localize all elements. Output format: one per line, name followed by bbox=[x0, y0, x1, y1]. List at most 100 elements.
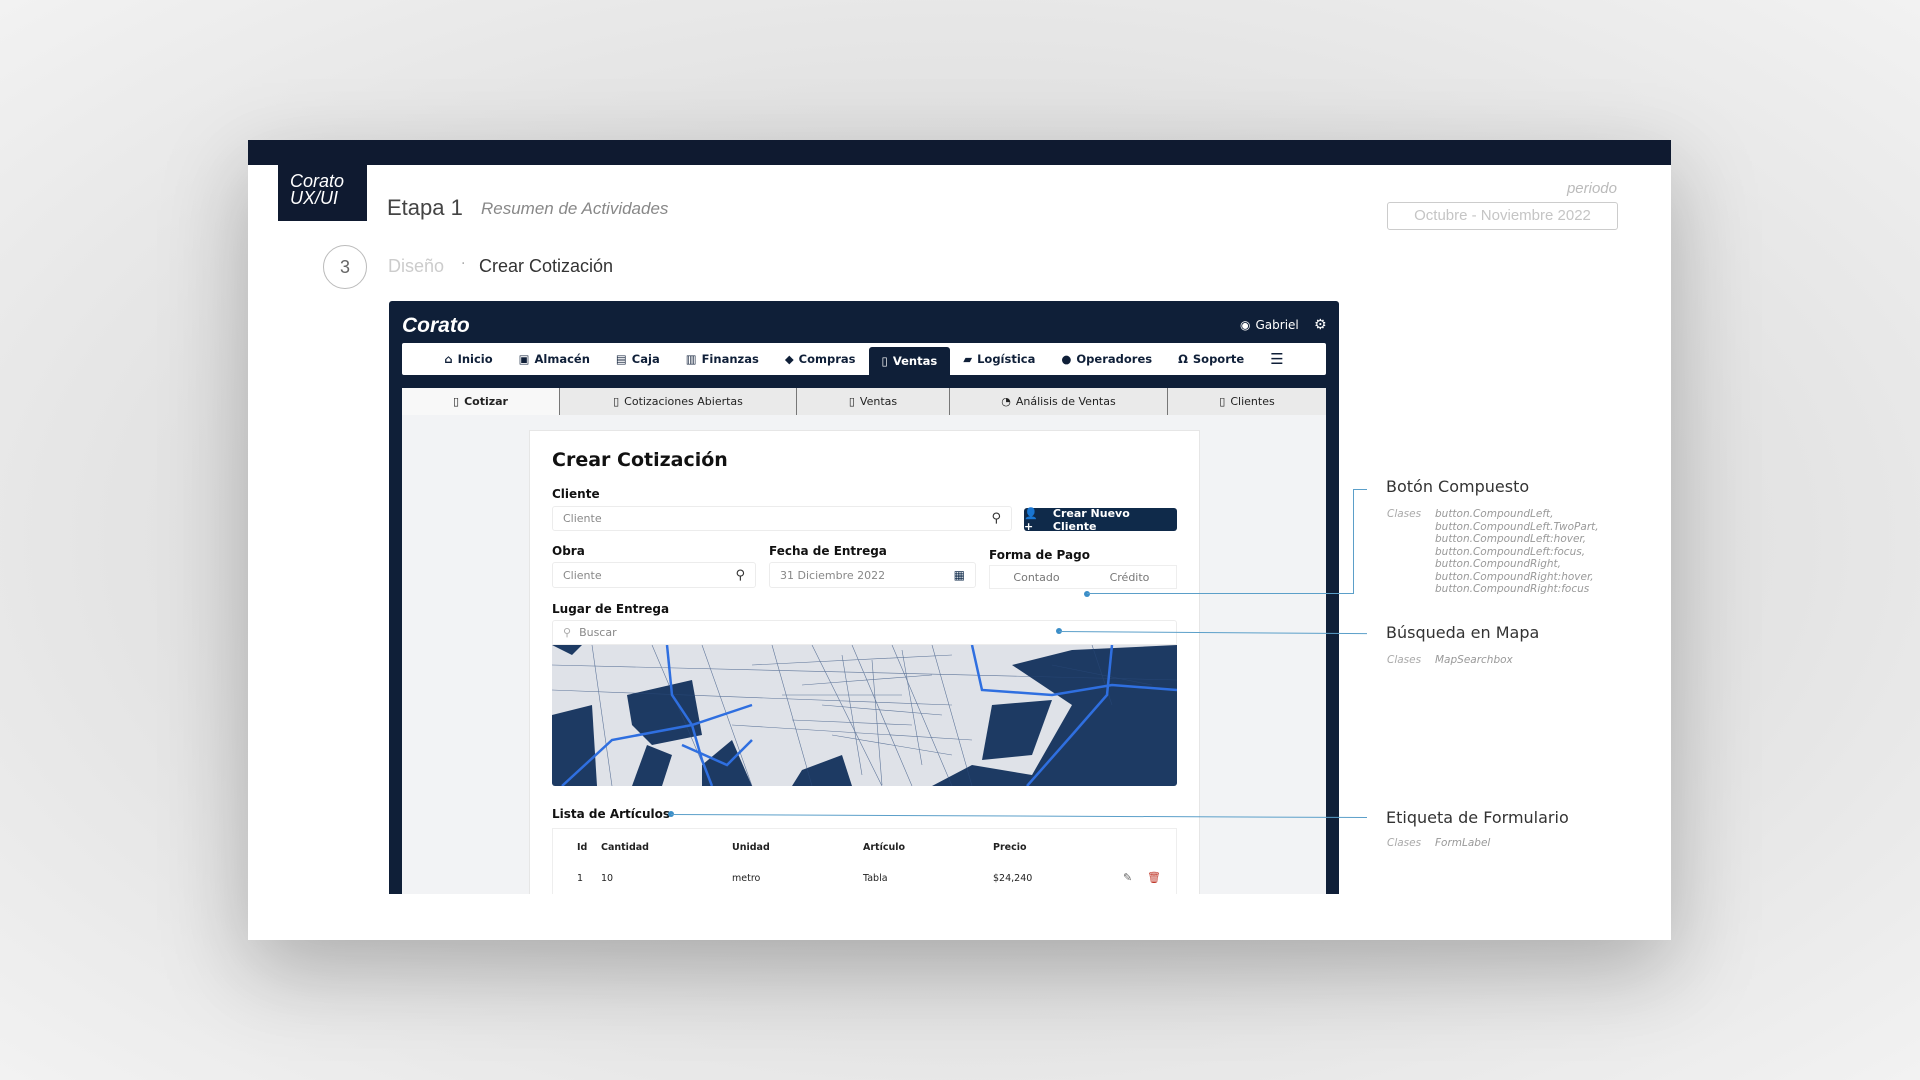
annotation-classes-label: Clases bbox=[1387, 654, 1422, 666]
fecha-input[interactable]: 31 Diciembre 2022 ▦ bbox=[769, 562, 976, 588]
obra-placeholder: Cliente bbox=[563, 568, 602, 582]
option-contado[interactable]: Contado bbox=[1013, 570, 1060, 584]
subtab-label: Cotizar bbox=[464, 395, 508, 408]
lugar-label: Lugar de Entrega bbox=[552, 602, 670, 616]
cell-precio: $24,240 bbox=[993, 873, 1033, 884]
map-search-input[interactable]: ⚲ Buscar bbox=[552, 620, 1177, 645]
nav-label: Ventas bbox=[892, 354, 938, 368]
class-name: button.CompoundRight:focus bbox=[1435, 583, 1590, 595]
nav-operadores[interactable]: ● Operadores bbox=[1048, 343, 1165, 375]
annotation-title-compound: Botón Compuesto bbox=[1386, 477, 1530, 496]
subtab-label: Cotizaciones Abiertas bbox=[624, 395, 743, 408]
home-icon: ⌂ bbox=[444, 352, 453, 366]
gear-icon[interactable]: ⚙ bbox=[1314, 317, 1327, 333]
fecha-label: Fecha de Entrega bbox=[769, 544, 887, 558]
annotation-classes-label: Clases bbox=[1387, 508, 1422, 520]
class-name: button.CompoundRight, bbox=[1435, 558, 1562, 570]
annotation-line bbox=[1353, 489, 1367, 490]
nav-compras[interactable]: ◆ Compras bbox=[772, 343, 869, 375]
nav-inicio[interactable]: ⌂ Inicio bbox=[431, 343, 505, 375]
nav-soporte[interactable]: Ω Soporte bbox=[1165, 343, 1257, 375]
subtab-analisis-ventas[interactable]: ◔ Análisis de Ventas bbox=[950, 388, 1168, 415]
header-id: Id bbox=[577, 842, 588, 853]
cell-unidad: metro bbox=[732, 873, 761, 884]
cliente-label: Cliente bbox=[552, 487, 600, 501]
sub-nav: ▯ Cotizar ▯ Cotizaciones Abiertas ▯ Ventas … bbox=[402, 388, 1326, 415]
fecha-value: 31 Diciembre 2022 bbox=[780, 568, 886, 582]
truck-icon: ▰ bbox=[963, 352, 973, 366]
cash-register-icon: ▤ bbox=[615, 352, 627, 366]
subtab-label: Clientes bbox=[1230, 395, 1275, 408]
subtab-label: Ventas bbox=[859, 395, 898, 408]
header-unidad: Unidad bbox=[732, 842, 770, 853]
app-brand-logo[interactable]: Corato bbox=[402, 314, 470, 337]
user-menu[interactable]: ◉ Gabriel bbox=[1240, 318, 1299, 332]
class-name: button.CompoundLeft.TwoPart, bbox=[1435, 520, 1599, 533]
subtab-clientes[interactable]: ▯ Clientes bbox=[1168, 388, 1326, 415]
articles-table: Id Cantidad Unidad Artículo Precio 1 10 … bbox=[552, 828, 1177, 894]
annotation-line bbox=[1087, 593, 1354, 594]
lista-articulos-label: Lista de Artículos bbox=[552, 807, 671, 821]
person-icon: ● bbox=[1061, 352, 1072, 366]
calendar-icon[interactable]: ▦ bbox=[953, 568, 965, 582]
subtab-ventas[interactable]: ▯ Ventas bbox=[797, 388, 950, 415]
document-plus-icon: ▯ bbox=[453, 395, 460, 408]
map-image bbox=[552, 645, 1177, 786]
map-search-placeholder: Buscar bbox=[579, 626, 617, 639]
document-icon: ▯ bbox=[1219, 395, 1226, 408]
option-credito[interactable]: Crédito bbox=[1109, 570, 1150, 584]
period-value: Octubre - Noviembre 2022 bbox=[1387, 202, 1618, 230]
payment-toggle: Contado Crédito bbox=[989, 565, 1177, 589]
nav-caja[interactable]: ▤ Caja bbox=[603, 343, 673, 375]
header-articulo: Artículo bbox=[863, 842, 906, 853]
annotation-title-label: Etiqueta de Formulario bbox=[1386, 808, 1569, 827]
cell-articulo: Tabla bbox=[863, 873, 888, 884]
search-icon[interactable]: ⚲ bbox=[991, 511, 1001, 526]
stage-title: Etapa 1 bbox=[387, 195, 463, 220]
nav-label: Logística bbox=[977, 352, 1036, 366]
breadcrumb-page: Crear Cotización bbox=[479, 256, 614, 276]
nav-logistica[interactable]: ▰ Logística bbox=[950, 343, 1048, 375]
nav-ventas[interactable]: ▯ Ventas bbox=[868, 347, 951, 375]
hamburger-menu-icon[interactable]: ☰ bbox=[1270, 350, 1284, 368]
nav-label: Almacén bbox=[534, 352, 590, 366]
trash-icon[interactable]: 🗑 bbox=[1147, 871, 1161, 884]
nav-label: Compras bbox=[798, 352, 856, 366]
stage-subtitle: Resumen de Actividades bbox=[481, 199, 669, 218]
form-title: Crear Cotización bbox=[552, 449, 728, 471]
money-icon: ▥ bbox=[685, 352, 697, 366]
sheet-top-bar bbox=[248, 140, 1671, 165]
class-name: button.CompoundLeft:focus, bbox=[1435, 545, 1586, 558]
subtab-cotizaciones-abiertas[interactable]: ▯ Cotizaciones Abiertas bbox=[560, 388, 797, 415]
document-icon: ▯ bbox=[613, 395, 620, 408]
tag-icon: ◆ bbox=[784, 352, 794, 366]
class-name: button.CompoundLeft:hover, bbox=[1435, 533, 1587, 545]
cell-id: 1 bbox=[577, 873, 584, 884]
document-icon: ▯ bbox=[881, 354, 888, 368]
map-view[interactable] bbox=[552, 645, 1177, 786]
nav-label: Operadores bbox=[1076, 352, 1153, 366]
class-name: button.CompoundLeft, bbox=[1435, 508, 1554, 520]
annotation-dot-compound bbox=[1084, 591, 1090, 597]
nav-almacen[interactable]: ▣ Almacén bbox=[506, 343, 603, 375]
chart-pie-icon: ◔ bbox=[1001, 395, 1011, 408]
cliente-input[interactable]: Cliente ⚲ bbox=[552, 506, 1012, 531]
class-name: FormLabel bbox=[1435, 837, 1491, 849]
subtab-cotizar[interactable]: ▯ Cotizar bbox=[402, 388, 560, 415]
cell-cantidad: 10 bbox=[601, 873, 614, 884]
annotation-classes-list: button.CompoundLeft, button.CompoundLeft… bbox=[1435, 508, 1599, 596]
corato-uxui-logo: Corato UX/UI bbox=[278, 165, 367, 221]
breadcrumb-separator: · bbox=[461, 256, 466, 272]
breadcrumb-section: Diseño bbox=[388, 256, 445, 276]
edit-icon[interactable]: ✎ bbox=[1123, 871, 1133, 884]
create-new-client-button[interactable]: 👤+ Crear Nuevo Cliente bbox=[1024, 506, 1177, 533]
nav-label: Soporte bbox=[1192, 352, 1245, 366]
user-plus-icon: 👤+ bbox=[1024, 506, 1038, 533]
obra-input[interactable]: Cliente ⚲ bbox=[552, 562, 756, 588]
annotation-line bbox=[1353, 489, 1354, 594]
button-label: Crear Nuevo Cliente bbox=[1052, 506, 1130, 533]
main-nav: ⌂ Inicio ▣ Almacén ▤ Caja ▥ Finanzas ◆ Compra… bbox=[402, 343, 1326, 375]
nav-finanzas[interactable]: ▥ Finanzas bbox=[673, 343, 772, 375]
search-icon[interactable]: ⚲ bbox=[735, 567, 745, 583]
header-precio: Precio bbox=[993, 842, 1027, 853]
